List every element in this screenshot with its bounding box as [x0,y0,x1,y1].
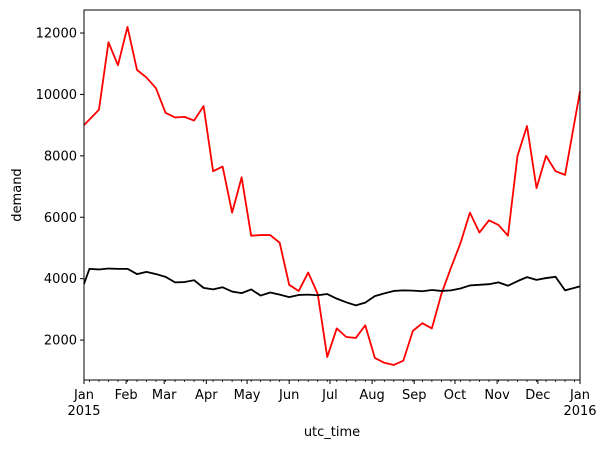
x-tick-label: Apr [195,388,218,403]
x-tick-label: Nov [484,388,510,403]
x-axis-label: utc_time [304,425,360,440]
x-tick-label: Aug [359,388,384,403]
y-tick-label: 12000 [36,27,77,42]
x-tick-label: Jan [569,388,590,403]
plot-frame [83,9,581,381]
x-tick-label: Dec [525,388,550,403]
y-tick-label: 8000 [44,149,77,164]
x-tick-year-label: 2016 [563,404,596,419]
y-tick-label: 10000 [36,88,77,103]
y-tick-label: 2000 [44,334,77,349]
x-tick-label: Jun [278,388,299,403]
y-tick-label: 4000 [44,272,77,287]
series-line-1 [83,267,581,307]
x-tick-label: Oct [444,388,466,403]
y-tick-label: 6000 [44,211,77,226]
series-line-0 [83,25,581,366]
series-layer [83,25,581,366]
x-tick-label: Sep [402,388,427,403]
x-tick-label: Jul [321,388,338,403]
x-tick-label: May [234,388,261,403]
x-tick-label: Jan [73,388,94,403]
y-axis-label: demand [10,168,25,221]
x-tick-label: Mar [152,388,177,403]
x-tick-year-label: 2015 [67,404,100,419]
x-tick-label: Feb [115,388,138,403]
